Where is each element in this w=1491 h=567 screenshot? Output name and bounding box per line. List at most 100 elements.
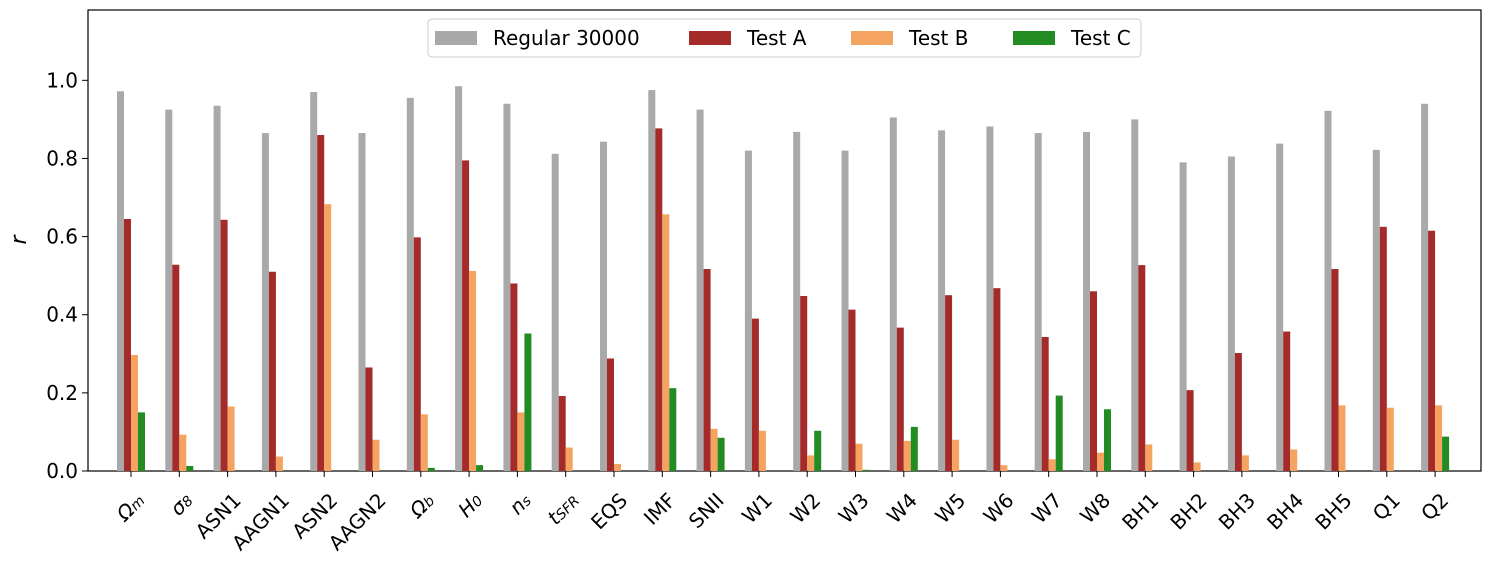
- x-tick-label: SNII: [684, 488, 729, 533]
- x-tick-label-main: W1: [737, 488, 777, 528]
- x-tick-label: IMF: [639, 488, 680, 529]
- bar: [1290, 449, 1298, 471]
- bar: [1324, 110, 1332, 471]
- bar: [420, 414, 428, 471]
- x-tick-label-main: W3: [834, 488, 874, 528]
- bar: [275, 456, 283, 471]
- x-tick-label: W4: [882, 488, 922, 528]
- bar: [317, 135, 325, 471]
- bar: [1104, 409, 1111, 471]
- legend-label: Regular 30000: [493, 26, 640, 50]
- bar: [696, 109, 704, 472]
- bar: [1179, 162, 1187, 472]
- bar: [462, 160, 470, 471]
- legend-swatch: [1013, 31, 1055, 45]
- bar: [751, 318, 759, 471]
- bar: [1428, 230, 1436, 471]
- bar: [186, 465, 194, 471]
- bar: [903, 440, 911, 471]
- bar: [1338, 405, 1346, 471]
- x-tick-label: Ωb: [404, 488, 439, 523]
- bar: [268, 271, 276, 471]
- bar: [1097, 452, 1104, 471]
- x-tick-label: W6: [979, 488, 1019, 528]
- bar: [862, 469, 870, 471]
- bar: [1331, 269, 1339, 471]
- bar: [1241, 455, 1249, 471]
- bar: [124, 219, 131, 471]
- bars-layer: [117, 86, 1450, 472]
- bar: [1372, 149, 1380, 472]
- bar: [1083, 131, 1090, 471]
- y-tick-label: 0.8: [46, 146, 78, 170]
- bar: [1283, 331, 1291, 471]
- bar: [517, 412, 525, 471]
- bar: [1055, 395, 1063, 471]
- bar: [1034, 133, 1042, 471]
- x-tick-label-main: W4: [882, 488, 922, 528]
- bar: [703, 269, 711, 471]
- x-tick-label: Q2: [1416, 488, 1453, 525]
- x-tick-label-main: SNII: [684, 488, 729, 533]
- bar: [986, 126, 994, 472]
- x-tick-label-main: IMF: [639, 488, 680, 529]
- bar: [744, 150, 752, 471]
- legend-label: Test C: [1070, 26, 1131, 50]
- x-tick-label: W5: [930, 488, 970, 528]
- x-tick-label: BH5: [1310, 488, 1356, 534]
- legend-label: Test B: [908, 26, 968, 50]
- plot-frame: [87, 9, 1482, 472]
- bar: [179, 434, 187, 471]
- bar: [131, 354, 138, 471]
- bar: [662, 214, 670, 471]
- x-tick-label: W2: [786, 488, 826, 528]
- bar: [227, 406, 235, 471]
- bar: [910, 426, 918, 471]
- bar: [558, 395, 566, 471]
- bar: [503, 103, 511, 471]
- bar: [993, 288, 1001, 471]
- bar: [841, 150, 849, 471]
- bar: [614, 463, 621, 471]
- legend-swatch: [851, 31, 893, 45]
- x-tick-label-main: W5: [930, 488, 970, 528]
- bar: [945, 295, 953, 471]
- x-tick-label: BH3: [1214, 488, 1260, 534]
- x-tick-label: BH2: [1166, 488, 1212, 534]
- bar: [938, 130, 946, 471]
- x-tick-label: ns: [505, 488, 536, 519]
- bar: [896, 327, 904, 471]
- bar: [1234, 353, 1242, 471]
- bar: [1186, 390, 1194, 471]
- bar: [952, 439, 960, 471]
- bar: [324, 204, 332, 472]
- bar: [855, 443, 863, 471]
- x-tick-label: W8: [1075, 488, 1115, 528]
- bar: [220, 219, 228, 471]
- bar: [1227, 156, 1235, 471]
- x-tick-label-main: Q1: [1368, 488, 1405, 525]
- bar: [758, 430, 766, 471]
- bar: [165, 109, 173, 472]
- x-tick-label-main: BH1: [1117, 488, 1163, 534]
- x-tick-label-main: W7: [1027, 488, 1067, 528]
- bar: [310, 92, 318, 471]
- bar: [1435, 405, 1443, 471]
- bar: [710, 428, 718, 471]
- bar: [1131, 119, 1139, 471]
- bar: [655, 128, 663, 471]
- bar: [413, 237, 421, 471]
- x-tick-label: W1: [737, 488, 777, 528]
- bar: [427, 467, 435, 471]
- legend-swatch: [435, 31, 477, 45]
- x-tick-label: W7: [1027, 488, 1067, 528]
- x-tick-label: H0: [453, 488, 487, 522]
- bar: [261, 133, 269, 471]
- x-tick-label-main: BH4: [1262, 488, 1308, 534]
- bar: [455, 86, 463, 472]
- x-tick-label: W3: [834, 488, 874, 528]
- bar: [793, 131, 801, 471]
